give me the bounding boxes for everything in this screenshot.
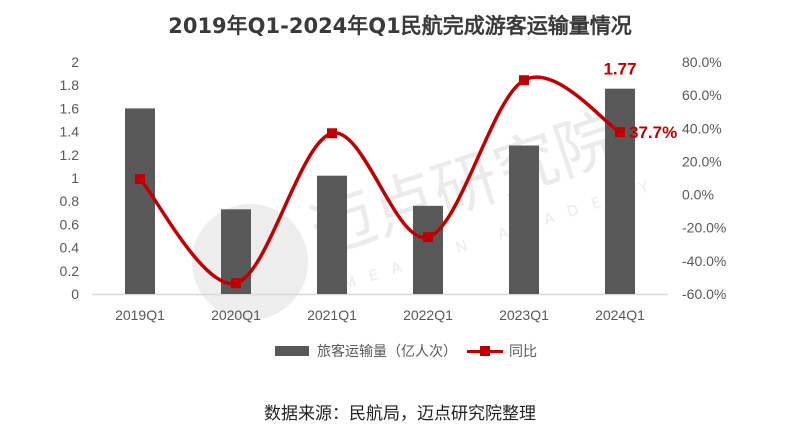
- legend-line-swatch: [467, 346, 503, 356]
- left-axis-tick: 0: [71, 286, 79, 302]
- yoy-marker-2020Q1: [231, 278, 241, 289]
- data-source: 数据来源：民航局，迈点研究院整理: [264, 404, 536, 424]
- legend-bar-label: 旅客运输量（亿人次）: [317, 344, 457, 360]
- bar-2021Q1: [317, 175, 347, 294]
- left-axis-tick: 1: [71, 170, 79, 186]
- x-axis-tick: 2020Q1: [211, 307, 261, 323]
- left-axis-tick: 0.2: [60, 263, 80, 279]
- left-axis-tick: 0.6: [60, 216, 80, 232]
- right-axis-tick: 60.0%: [682, 87, 722, 103]
- left-axis-tick: 1.8: [60, 77, 80, 93]
- yoy-marker-2021Q1: [327, 128, 337, 139]
- right-axis-tick: 80.0%: [682, 54, 722, 70]
- right-axis-tick: 20.0%: [682, 153, 722, 169]
- yoy-marker-2019Q1: [135, 173, 145, 184]
- right-axis-tick: 40.0%: [682, 120, 722, 136]
- left-axis-tick: 0.8: [60, 193, 80, 209]
- right-axis-tick: -20.0%: [682, 220, 726, 236]
- yoy-marker-2023Q1: [519, 75, 529, 86]
- x-axis-tick: 2021Q1: [307, 307, 357, 323]
- left-axis-tick: 1.4: [60, 124, 80, 140]
- right-axis-tick: 0.0%: [682, 187, 714, 203]
- chart-title: 2019年Q1-2024年Q1民航完成游客运输量情况: [168, 14, 632, 38]
- left-axis-tick: 2: [71, 54, 79, 70]
- x-axis-tick: 2023Q1: [499, 307, 549, 323]
- x-axis-tick: 2024Q1: [595, 307, 645, 323]
- left-axis-tick: 0.4: [60, 240, 80, 256]
- right-axis-tick: -40.0%: [682, 253, 726, 269]
- bar-2023Q1: [509, 145, 539, 294]
- legend-line-label: 同比: [509, 344, 537, 360]
- yoy-marker-2022Q1: [423, 232, 433, 243]
- yoy-marker-2024Q1: [615, 127, 625, 138]
- bar-2019Q1: [125, 108, 155, 295]
- bar-2024Q1: [605, 88, 635, 295]
- bar-2022Q1: [413, 205, 443, 294]
- bar-value-label: 1.77: [603, 60, 636, 79]
- x-axis-tick: 2019Q1: [115, 307, 165, 323]
- x-axis-tick: 2022Q1: [403, 307, 453, 323]
- line-value-label: 37.7%: [629, 123, 677, 142]
- right-axis-tick: -60.0%: [682, 286, 726, 302]
- legend-bar-swatch: [275, 346, 309, 356]
- legend: 旅客运输量（亿人次） 同比: [0, 341, 800, 361]
- left-axis-tick: 1.6: [60, 100, 80, 116]
- left-axis-tick: 1.2: [60, 147, 80, 163]
